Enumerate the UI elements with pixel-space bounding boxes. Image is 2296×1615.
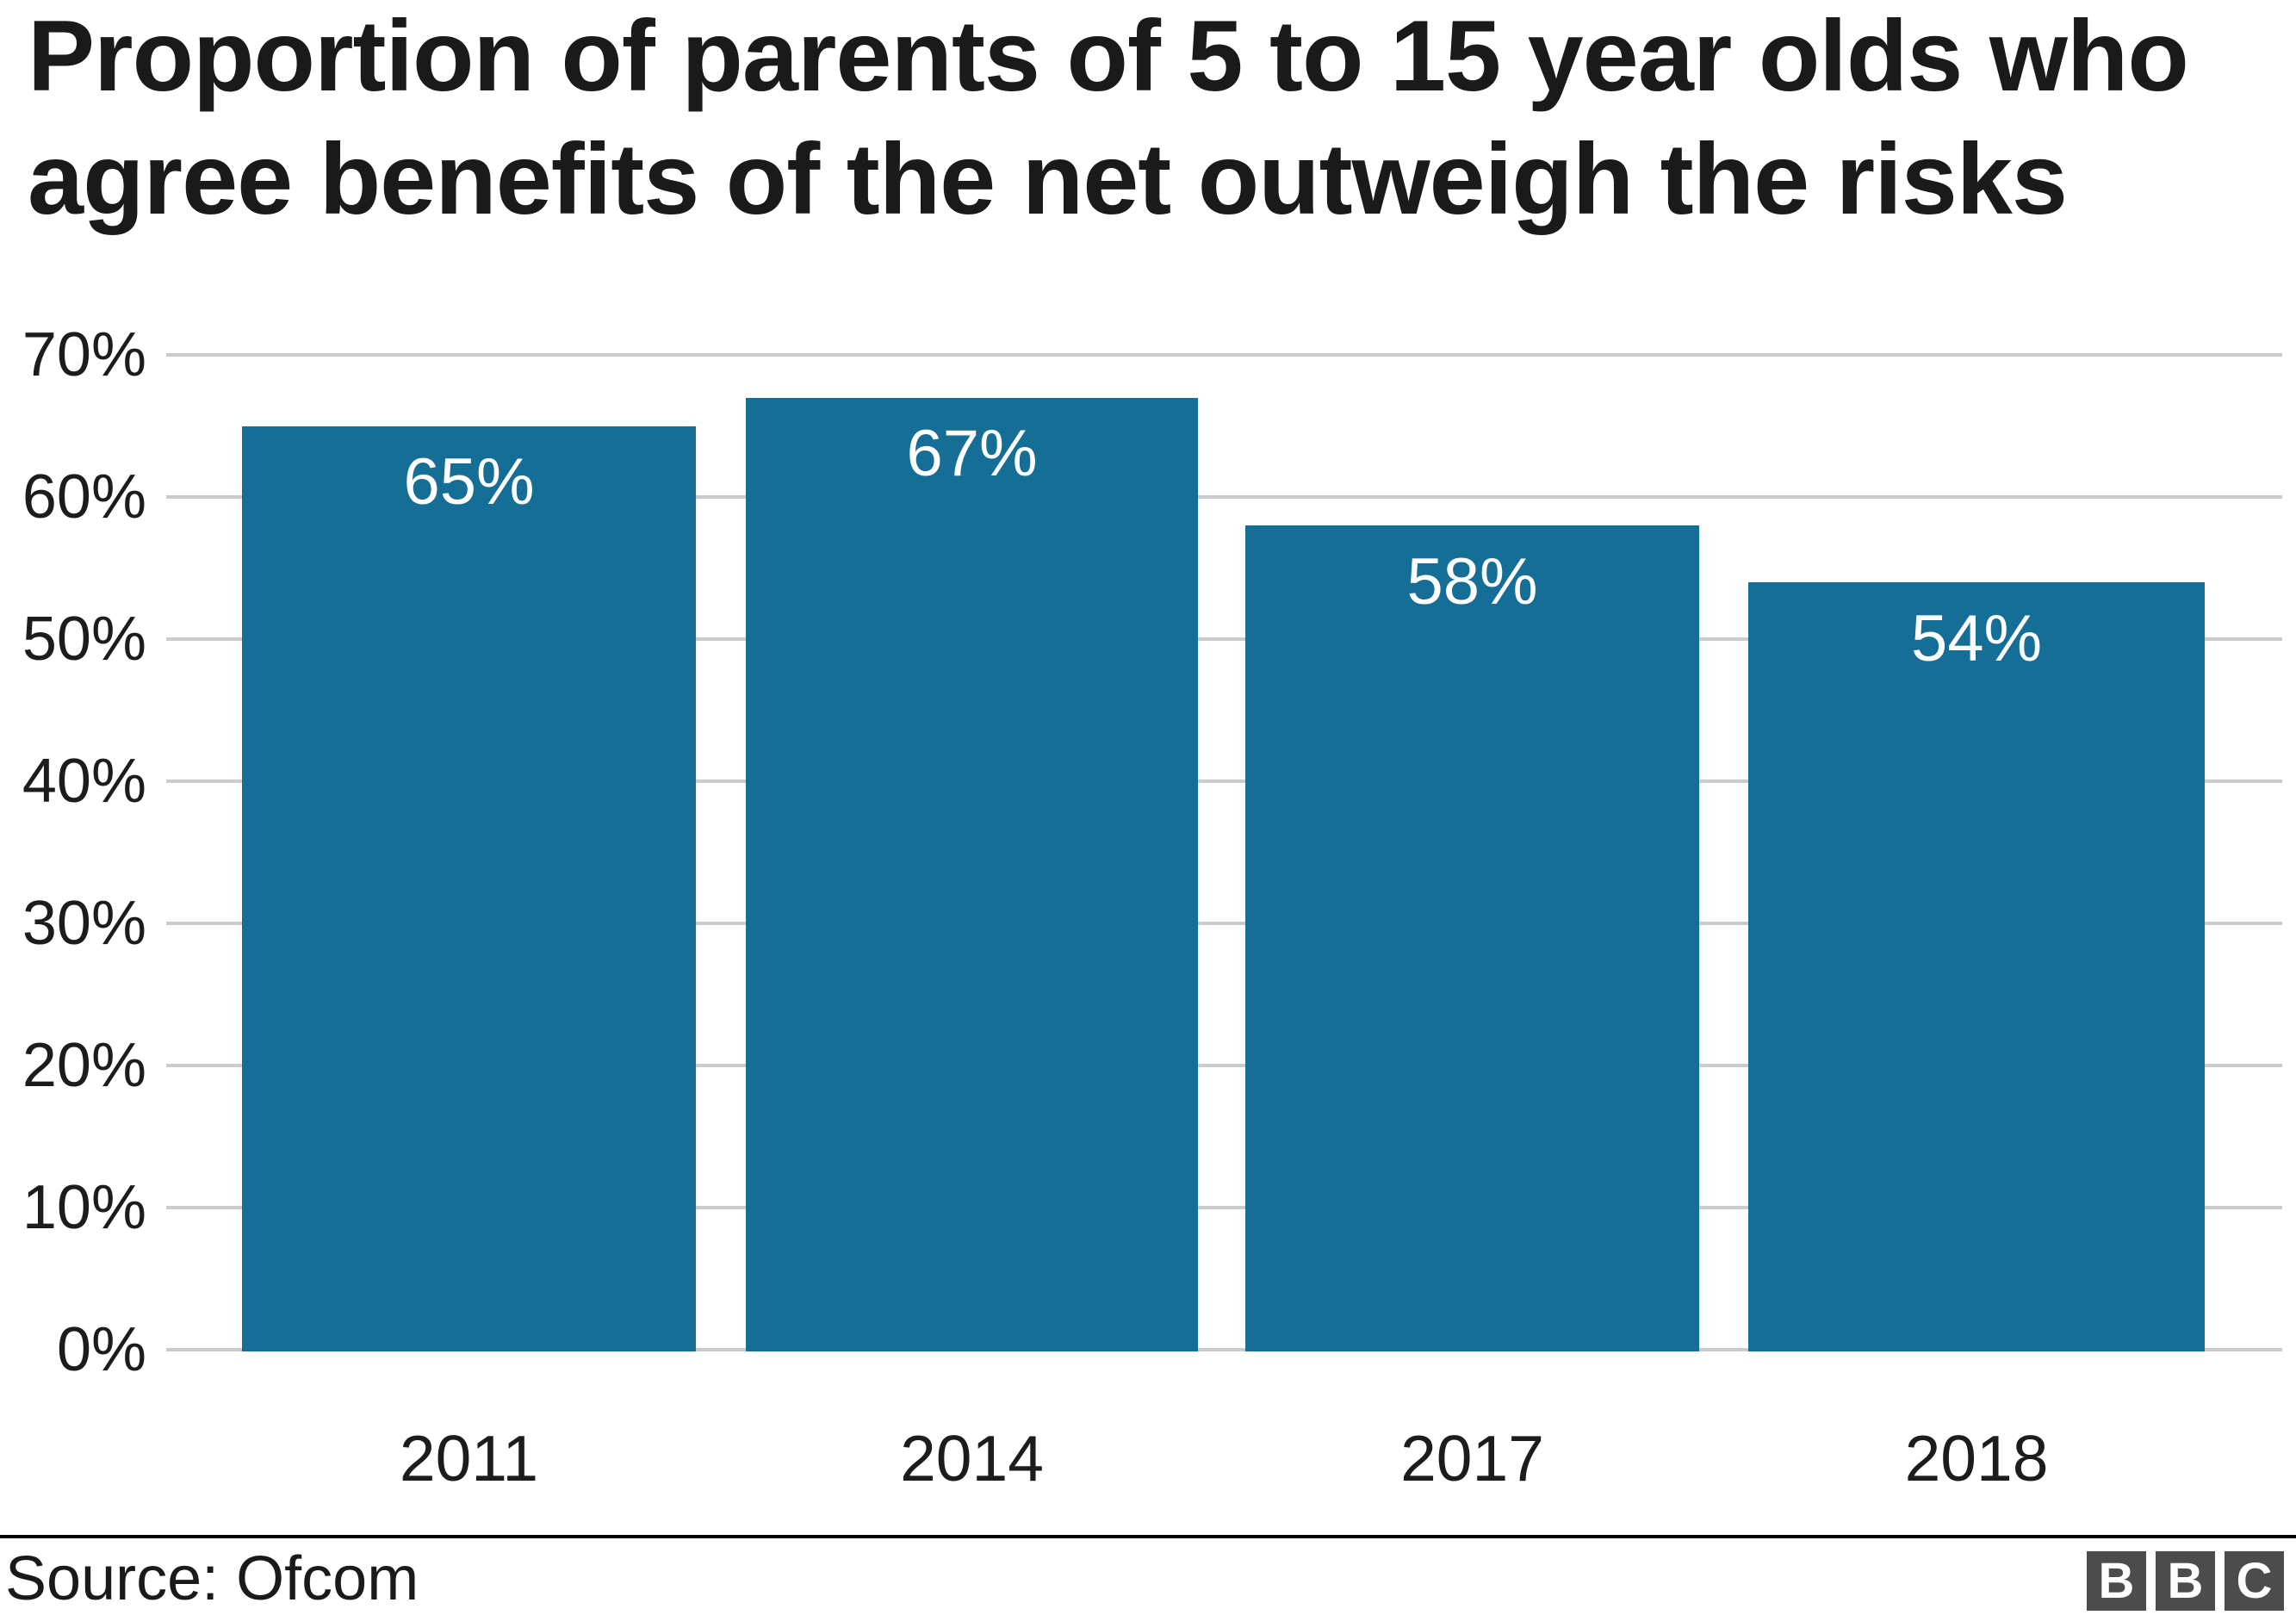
y-axis-tick-label-70: 70%: [22, 320, 146, 389]
gridline-30: [166, 922, 2282, 925]
bbc-logo-block-1: B: [2087, 1551, 2146, 1611]
y-axis-tick-label-60: 60%: [22, 463, 146, 531]
bar-2017: 58%: [1245, 525, 1699, 1351]
y-axis-tick-label-10: 10%: [22, 1173, 146, 1242]
gridline-40: [166, 780, 2282, 783]
gridline-20: [166, 1064, 2282, 1067]
bar-value-label-2018: 54%: [1910, 601, 2043, 675]
gridline-10: [166, 1206, 2282, 1209]
gridline-70: [166, 353, 2282, 357]
footer-separator-line: [0, 1535, 2296, 1538]
bbc-logo-block-2: B: [2156, 1551, 2215, 1611]
x-axis-label-2011: 2011: [399, 1421, 539, 1494]
gridline-60: [166, 495, 2282, 499]
bar-2018: 54%: [1748, 582, 2205, 1351]
page-title: Proportion of parents of 5 to 15 year ol…: [28, 0, 2189, 240]
gridline-0: [166, 1348, 2282, 1351]
x-axis-label-2014: 2014: [900, 1421, 1044, 1494]
bar-value-label-2014: 67%: [906, 417, 1038, 490]
x-axis-label-2017: 2017: [1400, 1421, 1544, 1494]
y-axis-tick-label-30: 30%: [22, 889, 146, 958]
bar-2011: 65%: [242, 425, 696, 1351]
y-axis-tick-label-20: 20%: [22, 1031, 146, 1100]
bbc-logo-block-3: C: [2225, 1551, 2284, 1611]
y-axis-tick-label-40: 40%: [22, 747, 146, 816]
bar-value-label-2017: 58%: [1406, 544, 1538, 618]
source-label: Source: Ofcom: [5, 1544, 419, 1613]
y-axis-tick-label-50: 50%: [22, 605, 146, 674]
gridline-50: [166, 637, 2282, 641]
page-title-line-2: agree benefits of the net outweigh the r…: [28, 121, 2068, 235]
bar-value-label-2011: 65%: [403, 445, 535, 519]
bar-2014: 67%: [746, 397, 1198, 1351]
page-title-line-1: Proportion of parents of 5 to 15 year ol…: [28, 0, 2189, 112]
x-axis-label-2018: 2018: [1904, 1421, 2049, 1494]
y-axis-tick-label-0: 0%: [56, 1315, 146, 1384]
